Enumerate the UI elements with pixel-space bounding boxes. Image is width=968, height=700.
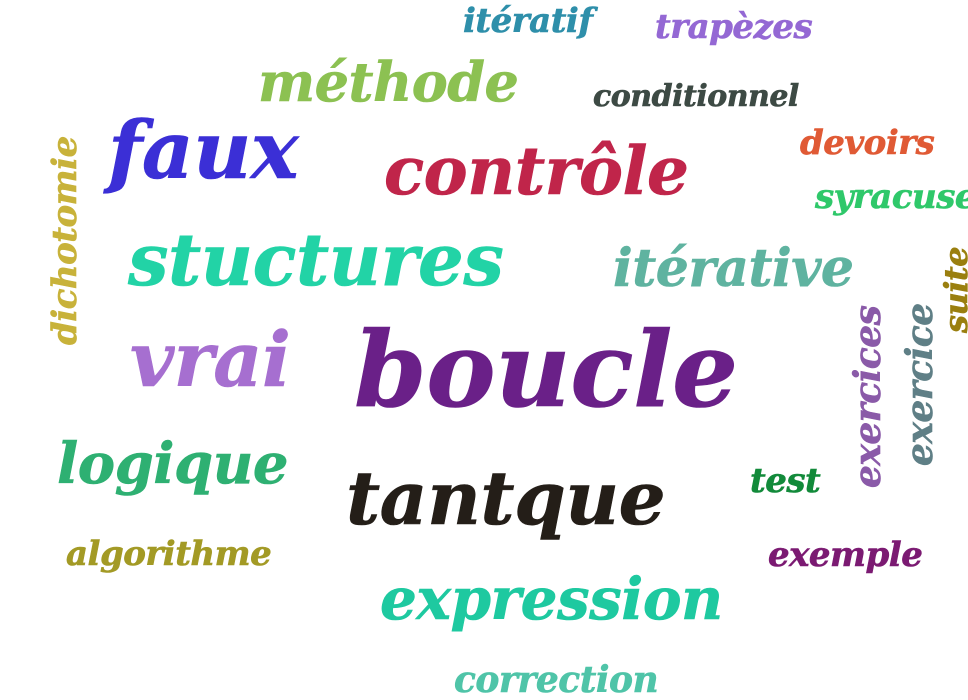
word-iteratif: itératif xyxy=(463,1,594,41)
word-syracuse: syracuse xyxy=(815,177,968,217)
word-faux: faux xyxy=(108,103,299,197)
word-tantque: tantque xyxy=(346,456,666,542)
word-algorithme: algorithme xyxy=(66,534,272,574)
word-dichotomie: dichotomie xyxy=(45,136,86,345)
word-trapezes: trapèzes xyxy=(655,7,813,47)
word-expression: expression xyxy=(380,565,724,633)
word-conditionnel: conditionnel xyxy=(593,79,800,114)
word-test: test xyxy=(750,461,821,501)
word-exercices: exercices xyxy=(847,305,890,488)
word-correction: correction xyxy=(454,659,659,700)
word-exemple: exemple xyxy=(768,535,923,575)
word-exercice: exercice xyxy=(899,303,942,466)
word-vrai: vrai xyxy=(130,315,291,404)
word-controle: contrôle xyxy=(384,132,690,210)
word-methode: méthode xyxy=(258,50,519,114)
word-stuctures: stuctures xyxy=(128,217,504,302)
word-iterative: itérative xyxy=(613,238,855,299)
word-boucle: boucle xyxy=(354,308,739,431)
word-devoirs: devoirs xyxy=(800,123,935,163)
word-suite: suite xyxy=(937,246,968,334)
word-logique: logique xyxy=(57,431,289,497)
